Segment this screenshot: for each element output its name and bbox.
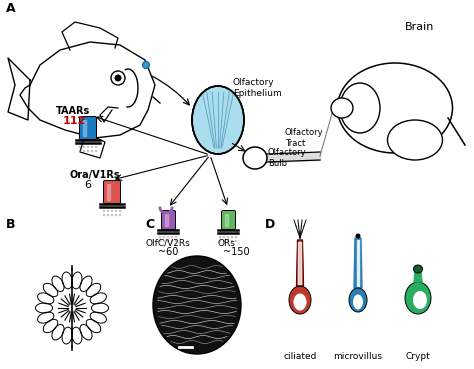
Text: ~150: ~150	[223, 247, 250, 257]
Text: B: B	[6, 218, 16, 231]
Ellipse shape	[111, 214, 113, 216]
Polygon shape	[83, 120, 86, 136]
Ellipse shape	[83, 150, 85, 152]
Ellipse shape	[95, 146, 97, 148]
Ellipse shape	[219, 236, 221, 238]
Ellipse shape	[83, 146, 85, 148]
Text: 112: 112	[63, 116, 86, 126]
Ellipse shape	[103, 210, 105, 212]
Polygon shape	[299, 242, 301, 284]
Text: microvillus: microvillus	[334, 352, 383, 361]
FancyBboxPatch shape	[162, 210, 175, 230]
Ellipse shape	[192, 86, 244, 154]
Polygon shape	[357, 240, 359, 286]
Ellipse shape	[107, 210, 109, 212]
Ellipse shape	[175, 236, 177, 238]
Ellipse shape	[353, 294, 363, 310]
Polygon shape	[297, 240, 303, 286]
Polygon shape	[80, 135, 105, 158]
Ellipse shape	[103, 214, 105, 216]
Ellipse shape	[243, 147, 267, 169]
Ellipse shape	[95, 150, 97, 152]
Ellipse shape	[163, 236, 165, 238]
Ellipse shape	[175, 240, 177, 242]
Text: C: C	[145, 218, 154, 231]
Ellipse shape	[340, 83, 380, 133]
Ellipse shape	[388, 120, 443, 160]
Ellipse shape	[119, 210, 121, 212]
Ellipse shape	[143, 62, 149, 69]
Ellipse shape	[115, 75, 121, 82]
Ellipse shape	[331, 98, 353, 118]
Polygon shape	[354, 238, 362, 288]
Text: Ora/V1Rs: Ora/V1Rs	[70, 170, 120, 180]
Text: TAARs: TAARs	[56, 106, 90, 116]
Polygon shape	[107, 184, 110, 200]
Text: Crypt: Crypt	[406, 352, 430, 361]
Text: Olfactory
Bulb: Olfactory Bulb	[268, 148, 307, 168]
Ellipse shape	[119, 214, 121, 216]
Ellipse shape	[413, 265, 422, 273]
Polygon shape	[225, 214, 228, 226]
Ellipse shape	[159, 236, 161, 238]
Ellipse shape	[223, 236, 225, 238]
Text: ORs: ORs	[218, 239, 236, 248]
Text: OlfC/V2Rs: OlfC/V2Rs	[146, 239, 191, 248]
Ellipse shape	[111, 210, 113, 212]
Polygon shape	[20, 42, 155, 138]
Ellipse shape	[413, 291, 427, 309]
Ellipse shape	[107, 214, 109, 216]
Text: 6: 6	[84, 180, 91, 190]
Ellipse shape	[167, 236, 169, 238]
Ellipse shape	[171, 236, 173, 238]
Ellipse shape	[231, 236, 233, 238]
Text: Olfactory
Tract: Olfactory Tract	[285, 128, 324, 148]
Ellipse shape	[219, 240, 221, 242]
Ellipse shape	[115, 210, 117, 212]
Ellipse shape	[79, 150, 81, 152]
Ellipse shape	[115, 214, 117, 216]
Ellipse shape	[231, 240, 233, 242]
Ellipse shape	[87, 150, 89, 152]
FancyBboxPatch shape	[221, 210, 236, 230]
Text: Brain: Brain	[405, 22, 435, 32]
Ellipse shape	[227, 236, 229, 238]
Ellipse shape	[293, 293, 307, 310]
Ellipse shape	[163, 240, 165, 242]
Ellipse shape	[153, 256, 241, 354]
Polygon shape	[8, 58, 30, 120]
Ellipse shape	[337, 63, 453, 153]
Ellipse shape	[91, 146, 93, 148]
FancyBboxPatch shape	[80, 117, 97, 139]
Text: A: A	[6, 2, 16, 15]
Text: Olfactory
Epithelium: Olfactory Epithelium	[233, 78, 282, 98]
Ellipse shape	[235, 240, 237, 242]
Polygon shape	[165, 214, 168, 226]
Ellipse shape	[79, 146, 81, 148]
Text: ~60: ~60	[158, 247, 178, 257]
FancyBboxPatch shape	[103, 180, 120, 203]
Text: D: D	[265, 218, 275, 231]
Ellipse shape	[159, 240, 161, 242]
Ellipse shape	[227, 240, 229, 242]
Ellipse shape	[111, 71, 125, 85]
Text: ciliated: ciliated	[283, 352, 317, 361]
Ellipse shape	[235, 236, 237, 238]
Ellipse shape	[87, 146, 89, 148]
Ellipse shape	[167, 240, 169, 242]
Ellipse shape	[356, 234, 361, 238]
Ellipse shape	[349, 288, 367, 312]
Ellipse shape	[405, 282, 431, 314]
Polygon shape	[414, 272, 422, 282]
Polygon shape	[62, 22, 118, 50]
Ellipse shape	[289, 286, 311, 314]
Ellipse shape	[171, 240, 173, 242]
Ellipse shape	[223, 240, 225, 242]
Ellipse shape	[91, 150, 93, 152]
